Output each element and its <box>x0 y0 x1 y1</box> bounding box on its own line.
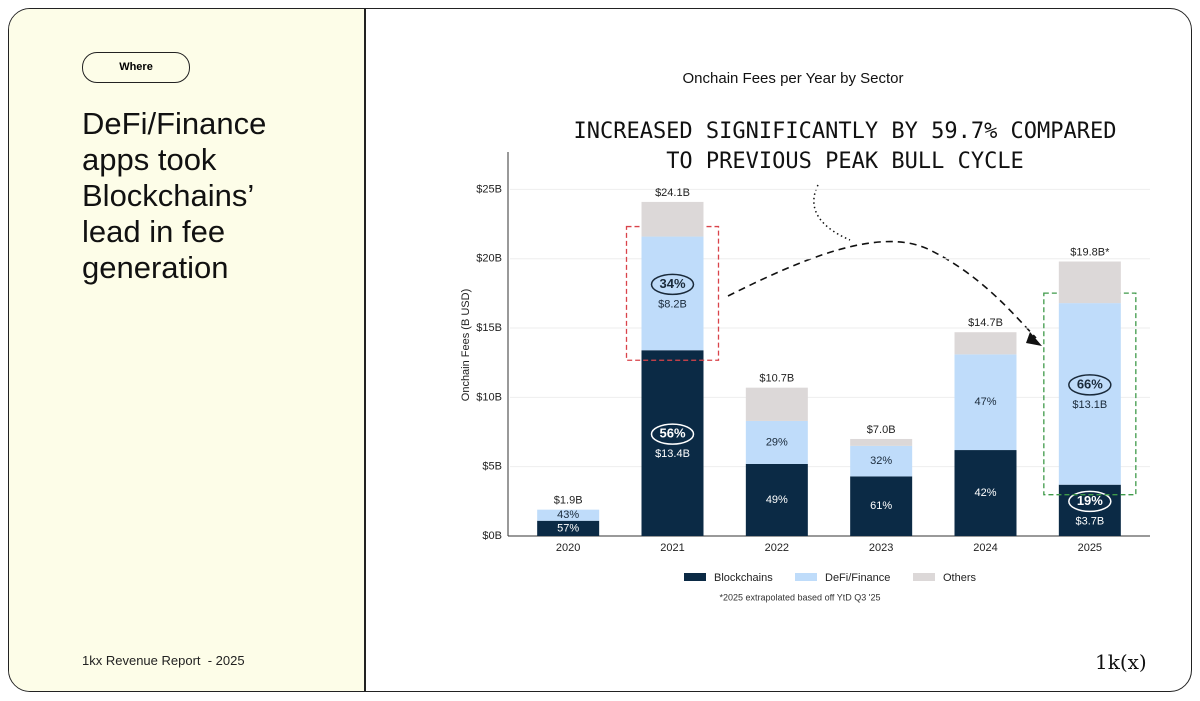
bar-segment <box>641 236 704 351</box>
percent-label: 61% <box>870 500 892 512</box>
highlight-box <box>625 225 720 361</box>
value-label: $8.2B <box>658 298 687 310</box>
label-circle <box>650 273 695 296</box>
arrow-head <box>1026 332 1042 346</box>
bar-segment <box>954 354 1017 451</box>
tag-pill: Where <box>82 52 190 83</box>
logo: 1k(x) <box>1095 650 1147 674</box>
label-circle <box>1068 374 1112 396</box>
y-tick-label: $10B <box>476 391 502 403</box>
bar-segment <box>745 420 808 464</box>
footer: 1kx Revenue Report - 2025 <box>82 653 245 668</box>
x-tick-label: 2024 <box>973 542 997 554</box>
y-tick-label: $5B <box>482 461 502 473</box>
total-label: $19.8B* <box>1070 246 1110 258</box>
legend-label: Others <box>943 572 977 584</box>
x-tick-label: 2023 <box>869 542 893 554</box>
total-label: $7.0B <box>867 424 896 436</box>
chart-title: Onchain Fees per Year by Sector <box>683 70 904 87</box>
y-axis-label: Onchain Fees (B USD) <box>460 289 472 401</box>
bar-segment <box>537 520 600 536</box>
bar-segment <box>850 476 913 536</box>
bar-segment <box>745 463 808 536</box>
value-label: $3.7B <box>1075 515 1104 527</box>
percent-label: 47% <box>974 396 996 408</box>
heading: DeFi/Finance apps took Blockchains’ lead… <box>82 106 267 285</box>
legend-label: Blockchains <box>714 572 773 584</box>
x-tick-label: 2020 <box>556 542 580 554</box>
y-tick-label: $20B <box>476 253 502 265</box>
annotation-line: INCREASED SIGNIFICANTLY BY 59.7% COMPARE… <box>573 119 1116 144</box>
legend-swatch <box>684 573 706 581</box>
y-tick-label: $25B <box>476 183 502 195</box>
y-tick-label: $15B <box>476 322 502 334</box>
y-tick-label: $0B <box>482 530 502 542</box>
annotation-pointer <box>813 184 851 241</box>
arrow <box>727 240 1037 339</box>
highlight-box <box>1043 292 1137 496</box>
annotation-line: TO PREVIOUS PEAK BULL CYCLE <box>666 149 1024 174</box>
footnote: *2025 extrapolated based off YtD Q3 '25 <box>719 592 880 602</box>
value-label: $13.1B <box>1072 399 1107 411</box>
x-tick-label: 2025 <box>1078 542 1102 554</box>
percent-label: 29% <box>766 436 788 448</box>
bar-segment <box>641 350 704 536</box>
percent-label: 57% <box>557 522 579 534</box>
value-label: $13.4B <box>655 448 690 460</box>
percent-label: 43% <box>557 509 579 521</box>
total-label: $24.1B <box>655 187 690 199</box>
bar-segment <box>954 450 1017 536</box>
percent-label: 56% <box>659 426 685 441</box>
x-tick-label: 2022 <box>765 542 789 554</box>
left-panel: Where DeFi/Finance apps took Blockchains… <box>9 9 366 691</box>
total-label: $1.9B <box>554 495 583 507</box>
total-label: $10.7B <box>759 373 794 385</box>
bar-segment <box>1058 303 1121 485</box>
bar-segment <box>745 387 808 421</box>
legend-swatch <box>913 573 935 581</box>
bar-segment <box>954 332 1017 355</box>
label-circle <box>650 423 695 445</box>
percent-label: 32% <box>870 455 892 467</box>
bar-segment <box>537 509 600 521</box>
legend-label: DeFi/Finance <box>825 572 890 584</box>
percent-label: 34% <box>659 276 685 291</box>
bar-segment <box>1058 261 1121 304</box>
legend-swatch <box>795 573 817 581</box>
percent-label: 42% <box>974 487 996 499</box>
bar-segment <box>641 201 704 237</box>
percent-label: 49% <box>766 494 788 506</box>
percent-label: 66% <box>1077 376 1103 391</box>
x-tick-label: 2021 <box>660 542 684 554</box>
bar-segment <box>850 438 913 446</box>
label-circle <box>1068 490 1112 513</box>
percent-label: 19% <box>1077 493 1103 508</box>
bar-segment <box>1058 484 1121 536</box>
bar-segment <box>850 445 913 477</box>
total-label: $14.7B <box>968 317 1003 329</box>
